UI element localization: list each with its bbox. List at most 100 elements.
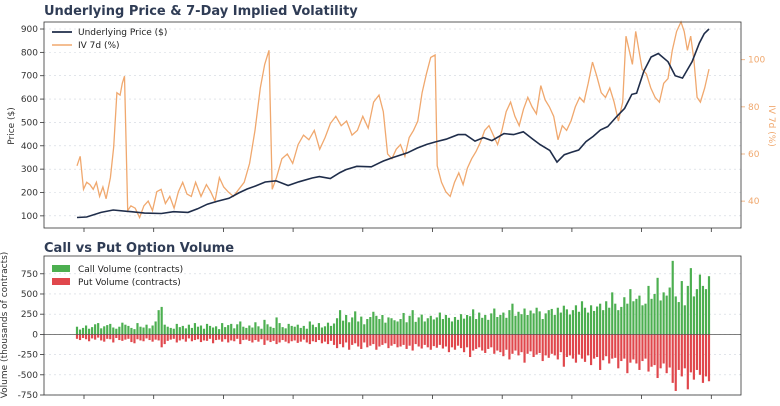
put-volume-bar [481, 334, 484, 351]
put-volume-bar [230, 334, 233, 341]
call-volume-bar [689, 268, 692, 335]
put-volume-bar [109, 334, 112, 340]
put-volume-bar [127, 334, 130, 339]
put-volume-bar [130, 334, 133, 343]
price-iv-panel: Underlying Price & 7-Day Implied Volatil… [7, 4, 776, 232]
put-volume-bar [208, 334, 212, 339]
put-volume-bar [224, 334, 227, 340]
put-volume-bar [233, 334, 236, 342]
put-volume-bar [354, 334, 357, 344]
put-volume-bar [326, 334, 330, 345]
call-volume-bar [239, 321, 242, 335]
put-volume-bar [290, 334, 293, 342]
put-volume-bar [459, 334, 463, 349]
put-volume-bar [644, 334, 647, 359]
price-tick-label: 100 [21, 212, 38, 222]
put-volume-bar [402, 334, 405, 345]
call-volume-bar [586, 312, 590, 335]
call-volume-bar [390, 318, 393, 335]
put-volume-bar [278, 334, 281, 343]
put-volume-bar [538, 334, 541, 353]
put-volume-bar [589, 334, 593, 366]
call-volume-bar [121, 322, 124, 335]
call-volume-bar [502, 312, 505, 335]
call-volume-bar [405, 322, 408, 335]
call-volume-bar [275, 317, 278, 335]
volume-axis-label: Volume (thousands of contracts) [0, 252, 10, 399]
call-volume-bar [547, 310, 550, 335]
call-volume-bar [466, 314, 469, 335]
put-volume-bar [490, 334, 493, 348]
put-volume-bar [466, 334, 469, 348]
put-volume-bar [91, 334, 94, 339]
put-volume-bar [151, 334, 154, 342]
call-volume-bar [698, 274, 702, 335]
put-volume-bar [142, 334, 145, 342]
put-volume-bar [81, 334, 85, 339]
iv-axis-label: IV 7d (%) [766, 105, 776, 147]
call-volume-bar [393, 320, 396, 335]
call-volume-bar [224, 327, 227, 335]
call-volume-bar [596, 306, 599, 335]
call-volume-bar [565, 309, 568, 335]
put-volume-bar [160, 334, 163, 348]
price-iv-chart-title: Underlying Price & 7-Day Implied Volatil… [44, 4, 358, 19]
put-volume-bar [169, 334, 172, 340]
call-volume-bar [378, 319, 381, 335]
call-volume-bar [88, 328, 91, 335]
put-volume-bar [586, 334, 590, 356]
call-volume-bar [326, 322, 330, 335]
put-volume-bar [695, 334, 698, 370]
call-volume-bar [456, 319, 460, 335]
put-volume-bar [550, 334, 553, 354]
call-volume-bar [505, 317, 508, 335]
call-volume-bar [335, 318, 339, 335]
put-volume-bar [499, 334, 502, 353]
volume-tick-label: -250 [18, 351, 39, 361]
call-volume-bar [142, 327, 145, 335]
put-volume-bar [632, 334, 635, 360]
put-volume-bar [520, 334, 523, 353]
put-volume-bar [568, 334, 571, 356]
put-volume-bar [375, 334, 378, 350]
put-volume-bar [532, 334, 535, 358]
call-volume-bar [496, 317, 499, 335]
call-volume-bar [438, 312, 441, 335]
volume-tick-label: 0 [32, 330, 38, 340]
put-volume-bar [381, 334, 384, 345]
iv-tick-label: 80 [748, 103, 760, 113]
put-volume-bar [163, 334, 166, 345]
put-volume-bar [505, 334, 508, 350]
call-volume-bar [184, 328, 187, 335]
volume-plot-frame [43, 255, 742, 396]
put-volume-bar [665, 334, 668, 374]
call-volume-bar [462, 318, 466, 335]
price-axis-label: Price ($) [7, 107, 17, 145]
put-volume-bar [683, 334, 686, 369]
put-volume-bar [181, 334, 184, 340]
put-volume-bar [215, 334, 218, 341]
call-volume-bar [432, 319, 435, 335]
put-volume-bar [602, 334, 605, 361]
call-volume-bar [308, 321, 311, 335]
call-volume-bar [357, 321, 360, 335]
put-volume-bar [571, 334, 575, 359]
legend-call-label: Call Volume (contracts) [78, 265, 183, 275]
call-volume-bar [490, 313, 493, 335]
call-volume-bar [91, 327, 94, 335]
price-tick-label: 400 [21, 142, 38, 152]
call-volume-bar [614, 303, 617, 335]
call-volume-bar [608, 307, 611, 335]
iv-series-line [76, 20, 710, 220]
put-volume-bar [535, 334, 538, 355]
call-volume-bar [529, 310, 532, 335]
put-volume-bar [526, 334, 529, 354]
put-volume-bar [239, 334, 242, 345]
put-volume-bar [432, 334, 435, 347]
put-volume-bar [704, 334, 708, 377]
price-tick-label: 800 [21, 48, 38, 58]
put-volume-bar [145, 334, 148, 339]
put-volume-bar [426, 334, 429, 348]
put-volume-bar [414, 334, 417, 345]
